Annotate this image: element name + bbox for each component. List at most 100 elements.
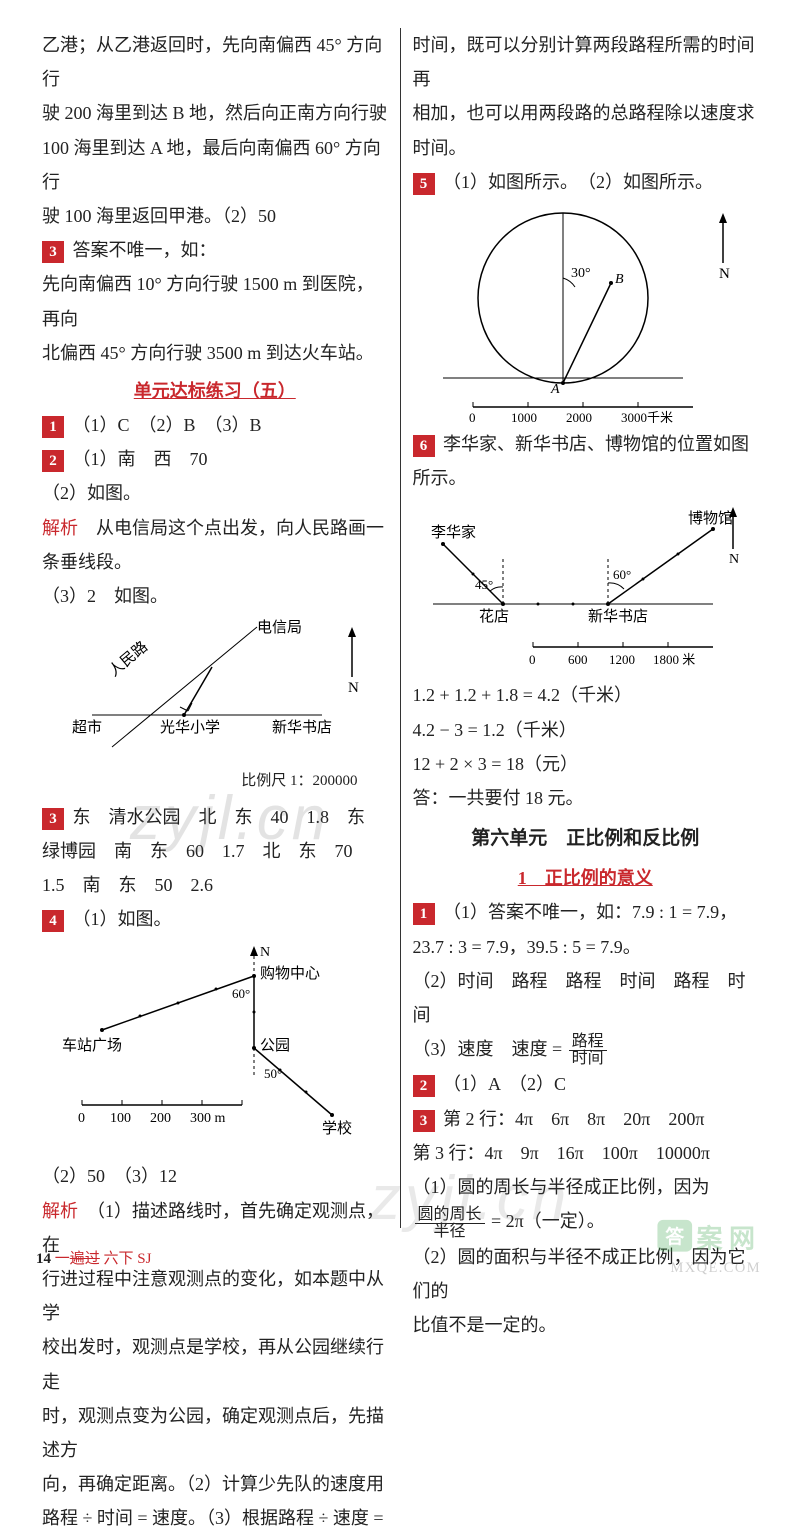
calc: 1.2 + 1.2 + 1.8 = 4.2（千米） [413,678,759,712]
num-3b: 3 [42,808,64,830]
a2-3: （3）2 如图。 [42,579,388,613]
label-cs: 超市 [72,719,102,736]
text: 时，观测点变为公园，确定观测点后，先描述方 [42,1399,388,1467]
text: 100 海里到达 A 地，最后向南偏西 60° 方向行 [42,131,388,199]
svg-text:1200: 1200 [609,652,635,667]
label-60: 60° [232,986,250,1001]
a5: 5 （1）如图所示。 （2）如图所示。 [413,165,759,199]
svg-text:B: B [615,272,624,287]
diagram-lihua: 45° 李华家 花店 60° 博物馆 新华书店 N 0 600120018 [413,499,759,674]
text: 第 3 行：4π 9π 16π 100π 10000π [413,1136,759,1170]
a3: 3 东 清水公园 北 东 40 1.8 东 [42,800,388,834]
label-xhsd: 新华书店 [272,719,332,736]
scale-text: 比例尺 1：200000 [42,767,388,796]
a1: 1 （1）C （2）B （3）B [42,408,388,442]
label-ghxx: 光华小学 [160,719,220,736]
num-2b: 2 [413,1075,435,1097]
svg-text:100: 100 [110,1111,131,1126]
text: 驶 200 海里到达 B 地，然后向正南方向行驶 [42,96,388,130]
label-30: 30° [571,266,591,281]
label-50: 50° [264,1066,282,1081]
text: 路程 ÷ 时间 = 速度。（3）根据路程 ÷ 速度 = [42,1501,388,1535]
svg-text:60°: 60° [613,567,631,582]
num-3: 3 [42,241,64,263]
text: 比值不是一定的。 [413,1308,759,1342]
q3: 3 答案不唯一，如： [42,233,388,267]
label-gy: 公园 [260,1037,290,1054]
b3: 3 第 2 行：4π 6π 8π 20π 200π [413,1102,759,1136]
a2-1: 2 （1）南 西 70 [42,442,388,476]
text: 相加，也可以用两段路的总路程除以速度求 [413,96,759,130]
text: 向，再确定距离。（2）计算少先队的速度用 [42,1467,388,1501]
fraction: 路程 时间 [569,1034,607,1067]
label-czgc: 车站广场 [62,1037,122,1054]
svg-text:600: 600 [568,652,588,667]
left-column: 乙港；从乙港返回时，先向南偏西 45° 方向行 驶 200 海里到达 B 地，然… [30,28,401,1228]
svg-text:0: 0 [469,410,476,423]
diagram-map-1: 电信局 人民路 超市 光华小学 新华书店 N 比例尺 1：200000 [42,617,388,796]
text: （2）时间 路程 路程 时间 路程 时间 [413,964,759,1032]
svg-text:0: 0 [78,1111,85,1126]
svg-text:1800 米: 1800 米 [653,652,695,667]
sec1-title: 1 正比例的意义 [413,861,759,895]
svg-text:2000: 2000 [566,410,592,423]
right-column: 时间，既可以分别计算两段路程所需的时间再 相加，也可以用两段路的总路程除以速度求… [401,28,771,1228]
a4: 4 （1）如图。 [42,902,388,936]
num-6: 6 [413,435,435,457]
svg-text:45°: 45° [475,577,493,592]
analysis: 解析 从电信局这个点出发，向人民路画一条垂线段。 [42,511,388,579]
svg-text:N: N [729,552,739,567]
calc: 答：一共要付 18 元。 [413,781,759,815]
b1-4: （3）速度 速度 = 路程 时间 [413,1032,759,1067]
a2-2: （2）如图。 [42,476,388,510]
b2: 2 （1）A （2）C [413,1067,759,1101]
label-rml: 人民路 [106,638,151,680]
label-hd: 花店 [479,608,509,625]
svg-text:0: 0 [529,652,536,667]
text: 校出发时，观测点是学校，再从公园继续行走 [42,1330,388,1398]
unit6-title: 第六单元 正比例和反比例 [413,821,759,857]
unit-title: 单元达标练习（五） [42,374,388,408]
label-dxj: 电信局 [257,619,302,636]
label-gwzx: 购物中心 [260,965,320,982]
num-2: 2 [42,450,64,472]
frac-line: 圆的周长 半径 = 2π（一定）。 [413,1204,759,1239]
text: 驶 100 海里返回甲港。（2）50 [42,199,388,233]
svg-text:300 m: 300 m [190,1111,226,1126]
diagram-route: N 购物中心 60° 公园 50° 学校 车站广场 0 [42,940,388,1155]
text: （1）圆的周长与半径成正比例，因为 [413,1170,759,1204]
text: 23.7 : 3 = 7.9，39.5 : 5 = 7.9。 [413,930,759,964]
a6: 6 李华家、新华书店、博物馆的位置如图所示。 [413,427,759,495]
label-bwg: 博物馆 [688,510,733,527]
footer: 14 一遍过 六下 SJ [36,1245,151,1274]
label-n2: N [260,945,270,960]
text: 先向南偏西 10° 方向行驶 1500 m 到医院，再向 [42,267,388,335]
svg-text:3000千米: 3000千米 [621,410,673,423]
text: （2）圆的面积与半径不成正比例，因为它们的 [413,1240,759,1308]
a4-2: （2）50 （3）12 [42,1159,388,1193]
text: 乙港；从乙港返回时，先向南偏西 45° 方向行 [42,28,388,96]
text: 时间，既可以分别计算两段路程所需的时间再 [413,28,759,96]
text: 1.5 南 东 50 2.6 [42,868,388,902]
num-5: 5 [413,173,435,195]
label-xx: 学校 [322,1120,352,1137]
label-xhsd2: 新华书店 [588,608,648,625]
num-1b: 1 [413,903,435,925]
text: 绿博园 南 东 60 1.7 北 东 70 [42,834,388,868]
diagram-circle: 30° A B N 0 1000 2000 3000千米 [413,203,759,423]
b1: 1 （1）答案不唯一，如：7.9 : 1 = 7.9， [413,895,759,929]
label-lhj: 李华家 [431,524,476,541]
label-n: N [348,680,359,696]
svg-text:A: A [550,382,560,397]
calc: 4.2 − 3 = 1.2（千米） [413,713,759,747]
num-4: 4 [42,910,64,932]
num-1: 1 [42,416,64,438]
text: 时间。 [413,131,759,165]
fraction-2: 圆的周长 半径 [415,1207,485,1240]
num-3c: 3 [413,1110,435,1132]
text: 北偏西 45° 方向行驶 3500 m 到达火车站。 [42,336,388,370]
svg-text:1000: 1000 [511,410,537,423]
calc: 12 + 2 × 3 = 18（元） [413,747,759,781]
svg-text:N: N [719,266,730,282]
svg-text:200: 200 [150,1111,171,1126]
